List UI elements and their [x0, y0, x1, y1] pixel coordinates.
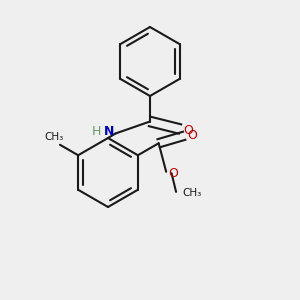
Text: O: O [187, 129, 197, 142]
Text: O: O [184, 124, 194, 137]
Text: H: H [91, 125, 101, 139]
Text: CH₃: CH₃ [182, 188, 201, 198]
Text: O: O [169, 167, 178, 180]
Text: CH₃: CH₃ [44, 132, 64, 142]
Text: N: N [104, 125, 114, 139]
